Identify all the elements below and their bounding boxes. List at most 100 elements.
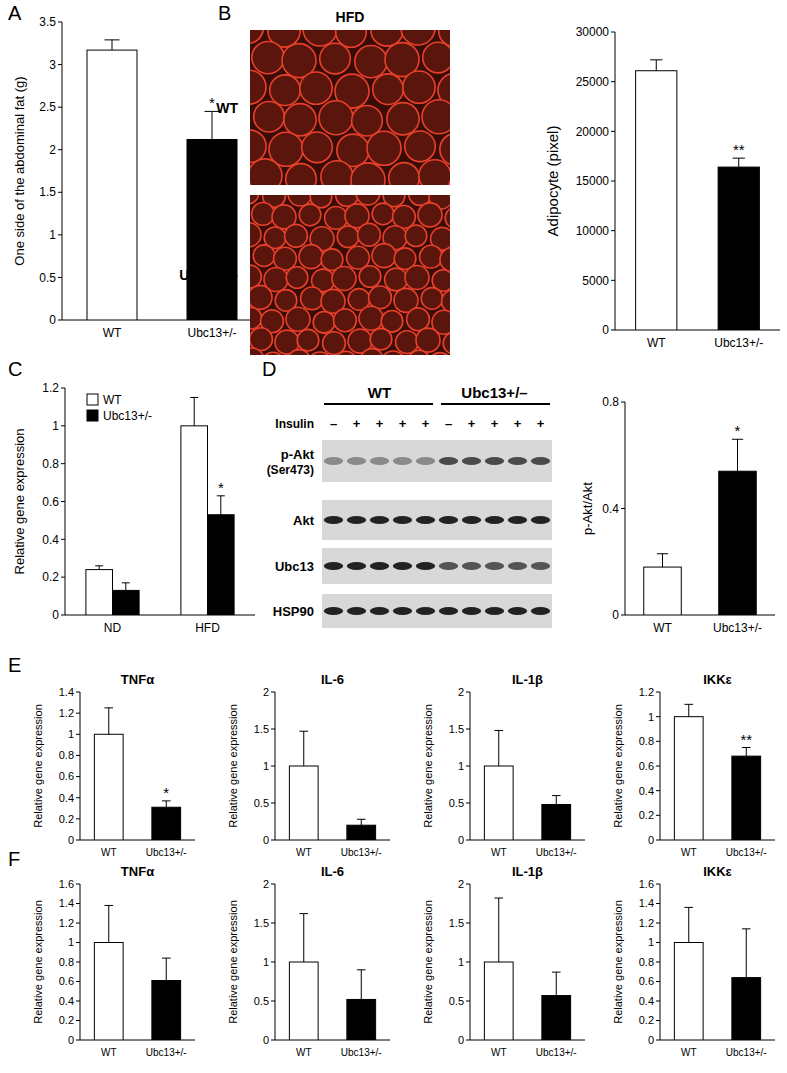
error-bar [112,40,113,50]
y-tick [76,903,80,904]
cell [286,307,310,331]
y-tick [656,923,660,924]
band [370,457,389,465]
y-tick [466,766,470,767]
chart: 00.511.52Relative gene expressionIL-6WTU… [227,672,390,858]
chart: 00.511.522.533.5One side of the abdomina… [12,15,262,340]
cell [443,332,450,354]
bar [732,978,761,1040]
band [324,562,343,570]
error-bar [108,905,109,942]
y-tick-label: 0 [602,323,609,337]
y-tick [76,942,80,943]
band [485,516,504,524]
blot-group: Ubc13+/– [461,384,527,401]
band [485,607,504,615]
cell [300,72,332,104]
y-tick-label: 0.8 [59,956,74,968]
y-tick-label: 0.4 [59,995,74,1007]
error-cap [357,819,366,820]
bar [289,766,318,840]
band [439,457,458,465]
panel-label: D [262,358,276,380]
y-tick-label: 0.6 [639,975,654,987]
cell [302,132,333,163]
band [508,607,527,615]
y-tick-label: 0 [458,1034,464,1046]
cell [361,349,384,355]
y-tick [621,508,625,509]
band [462,457,481,465]
error-cap [552,972,561,973]
y-tick-label: 0.8 [602,395,619,409]
y-tick-label: 0 [263,1034,269,1046]
y-tick [466,1040,470,1041]
y-tick [271,884,275,885]
cell [440,248,450,272]
cell [372,244,396,268]
cell [285,224,308,247]
cell [347,246,370,269]
y-tick [656,1020,660,1021]
y-tick [58,234,62,235]
bar [542,996,571,1040]
panel-label: A [8,2,22,24]
y-tick [611,181,615,182]
y-tick-label: 0.5 [39,271,56,285]
y-tick [656,716,660,717]
x-tick-label: WT [491,1047,507,1058]
error-bar [361,819,362,825]
y-tick-label: 2 [458,878,464,890]
cell [332,267,356,291]
y-tick [611,230,615,231]
y-tick [271,1040,275,1041]
bar [87,50,137,320]
cell [442,290,450,313]
y-tick-label: 0.2 [59,813,74,825]
y-tick [76,776,80,777]
plot-area [289,914,375,1040]
band [347,607,366,615]
band [416,516,435,524]
group-line [324,403,433,405]
band [324,607,343,615]
bar [542,804,571,840]
cell [288,350,311,355]
panel-label: E [8,654,21,676]
error-bar [656,60,657,71]
cell [250,159,282,185]
x-tick-label: Ubc13+/- [341,847,382,858]
cell [334,309,357,332]
y-tick-label: 1.2 [639,917,654,929]
cell [250,30,263,43]
y-tick-label: 0.6 [59,975,74,987]
bar [94,734,123,840]
y-tick-label: 0.4 [602,502,619,516]
error-bar [556,796,557,805]
cell [308,352,332,355]
y-tick [58,277,62,278]
band [462,607,481,615]
bar [636,71,677,330]
significance: * [163,784,169,801]
chart: 00.20.40.60.811.21.4Relative gene expres… [32,672,195,858]
y-tick-label: 1 [49,228,56,242]
y-tick [656,790,660,791]
y-tick-label: 0.6 [42,495,59,509]
error-bar [498,898,499,962]
legend-label: Ubc13+/- [103,409,152,423]
y-tick [61,463,65,464]
cell [351,163,385,185]
y-tick [76,884,80,885]
plot-area [674,907,760,1040]
y-tick [621,615,625,616]
band [416,457,435,465]
y-tick [621,402,625,403]
y-tick [611,330,615,331]
chart: 00.511.52Relative gene expressionIL-1βWT… [422,864,585,1058]
lane-label: + [537,416,545,431]
y-tick-label: 3.5 [39,15,56,29]
y-tick [76,840,80,841]
y-tick-label: 0.8 [639,956,654,968]
y-tick [58,22,62,23]
